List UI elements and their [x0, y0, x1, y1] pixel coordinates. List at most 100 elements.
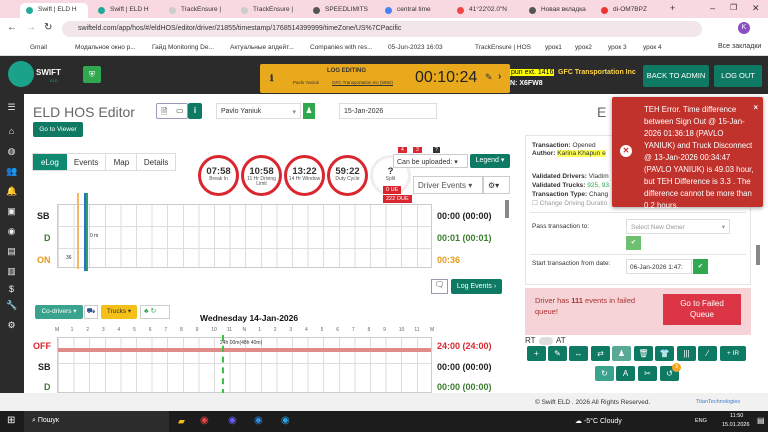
globe-icon[interactable]: ◍ — [7, 146, 16, 156]
date-input[interactable]: 15-Jan-2026 — [339, 103, 437, 119]
home-icon[interactable]: ⌂ — [8, 126, 15, 136]
text-format-icon[interactable]: A — [616, 366, 635, 381]
notifications-icon[interactable]: ▤ — [757, 416, 765, 425]
info-button[interactable]: i — [188, 103, 202, 119]
card-icon[interactable]: ▤ — [7, 246, 16, 256]
close-icon[interactable]: × — [753, 103, 758, 112]
can-upload-select[interactable]: Can be uploaded: ▾ — [393, 154, 468, 168]
browser-tab[interactable]: TrackEnsure | — [235, 3, 305, 18]
document-buttons[interactable]: 🗎 ▭ — [156, 103, 188, 119]
trash-icon[interactable]: 🗑 — [634, 346, 653, 361]
url-input[interactable]: swifteld.com/app/hos/#/eldHOS/editor/dri… — [62, 21, 702, 37]
reload-icon[interactable]: ↻ — [44, 22, 53, 33]
edit-icon[interactable]: ✎ — [485, 72, 493, 82]
tab-map[interactable]: Map — [106, 154, 138, 170]
comment-icon[interactable]: 🗨 — [431, 279, 448, 294]
browser-tab[interactable]: Swift | ELD H — [20, 3, 88, 18]
pencil-icon[interactable]: ✎ — [548, 346, 567, 361]
map-icon[interactable]: ◉ — [7, 226, 16, 236]
log-events-button[interactable]: Log Events › — [451, 279, 502, 294]
id-card-icon[interactable]: ▥ — [7, 266, 16, 276]
chevron-right-icon[interactable]: › — [498, 71, 502, 82]
person-icon[interactable]: ♟ — [612, 346, 631, 361]
resize-icon[interactable]: ↔ — [569, 346, 588, 361]
tree-refresh-buttons[interactable]: ♣ ↻ — [140, 305, 170, 319]
wrench-icon[interactable]: 🔧 — [6, 300, 18, 310]
back-icon[interactable]: ← — [7, 22, 17, 33]
users-icon[interactable]: 👥 — [6, 166, 18, 176]
rt-at-toggle[interactable] — [539, 337, 553, 345]
browser-tab[interactable]: Новая вкладка — [523, 3, 593, 18]
driver-events-select[interactable]: Driver Events ▾ — [413, 176, 483, 194]
bookmark[interactable]: Гайд Monitoring De... — [152, 44, 214, 51]
profile-avatar[interactable]: K — [738, 22, 750, 34]
browser-tab[interactable]: di-OM7BPZ — [595, 3, 665, 18]
bookmark[interactable]: TrackEnsure | HOS — [475, 44, 531, 51]
user-icon[interactable]: ♟ — [303, 103, 315, 119]
tab-events[interactable]: Events — [67, 154, 107, 170]
bookmark[interactable]: Модальное окно р... — [75, 44, 136, 51]
legend-button[interactable]: Legend ▾ — [470, 154, 510, 168]
go-to-failed-queue-button[interactable]: Go to Failed Queue — [663, 294, 741, 325]
new-tab-icon[interactable]: + — [670, 3, 676, 13]
chrome-icon[interactable]: ◉ — [200, 415, 209, 426]
all-bookmarks[interactable]: Все закладки — [718, 43, 762, 50]
browser-tab[interactable]: 41°22'02.0"N — [451, 3, 521, 18]
bookmark[interactable]: урок 3 — [608, 44, 627, 51]
close-window-icon[interactable]: ✕ — [752, 3, 760, 13]
scrollbar[interactable] — [505, 200, 509, 218]
shirt-icon[interactable]: 👕 — [655, 346, 674, 361]
browser-tab[interactable]: TrackEnsure | — [163, 3, 233, 18]
browser-tab[interactable]: SPEEDLIMITS — [307, 3, 377, 18]
log-company-link[interactable]: GFC Transportation Inc (5882) — [332, 80, 394, 85]
menu-icon[interactable]: ☰ — [7, 102, 16, 112]
confirm-owner-button[interactable]: ✔ — [626, 236, 641, 250]
file-explorer-icon[interactable]: ▰ — [178, 416, 185, 426]
back-to-admin-button[interactable]: BACK TO ADMIN — [643, 65, 709, 87]
file-icon[interactable]: 🗎 — [161, 107, 168, 116]
minimize-icon[interactable]: – — [710, 3, 716, 13]
bookmark[interactable]: Gmail — [30, 44, 47, 51]
bookmark[interactable]: Актуальные апдейт... — [230, 44, 294, 51]
start-date-input[interactable]: 06-Jan-2026 1:47: — [626, 259, 692, 274]
current-time-line[interactable] — [84, 193, 88, 271]
trucks-button[interactable]: Trucks ▾ — [101, 305, 137, 319]
gears-icon[interactable]: ⚙ — [7, 320, 16, 330]
driver-select[interactable]: Pavlo Yaniuk ▾ — [216, 103, 301, 119]
truck-icon[interactable]: ⛟ — [84, 305, 98, 319]
dollar-icon[interactable]: $ — [8, 284, 14, 294]
owner-select[interactable]: Select New Owner ▾ — [626, 219, 730, 234]
bookmark[interactable]: урок 4 — [643, 44, 662, 51]
note-icon[interactable]: ▭ — [176, 106, 184, 115]
logout-button[interactable]: LOG OUT — [714, 65, 762, 87]
confirm-start-button[interactable]: ✔ — [693, 259, 708, 274]
browser-tab[interactable]: central time — [379, 3, 449, 18]
phone-icon[interactable]: ◉ — [254, 415, 263, 426]
swap-icon[interactable]: ⇄ — [591, 346, 610, 361]
add-icon[interactable]: + — [527, 346, 546, 361]
add-ir-button[interactable]: + IR — [720, 346, 746, 361]
language-indicator[interactable]: ENG — [695, 418, 707, 424]
codrivers-button[interactable]: Co-drivers ▾ — [35, 305, 83, 319]
browser-tab[interactable]: Swift | ELD H — [92, 3, 160, 18]
taskbar-search[interactable]: ⌕ Пошук — [24, 411, 169, 432]
shield-icon[interactable]: ⛨ — [83, 66, 101, 83]
telegram-icon[interactable]: ◉ — [281, 415, 290, 426]
forward-icon[interactable]: → — [26, 22, 36, 33]
maximize-icon[interactable]: ❐ — [730, 3, 738, 12]
clock-time[interactable]: 11:50 — [730, 413, 744, 419]
contact-icon[interactable]: ▣ — [7, 206, 16, 216]
refresh-icon[interactable]: ↻ — [595, 366, 614, 381]
change-driving-checkbox[interactable]: ☐ — [532, 200, 538, 207]
scissors-icon[interactable]: ✂ — [638, 366, 657, 381]
scrollbar[interactable] — [756, 245, 760, 265]
settings-dropdown[interactable]: ⚙▾ — [483, 176, 510, 194]
columns-icon[interactable]: ||| — [677, 346, 696, 361]
tab-elog[interactable]: eLog — [33, 154, 67, 170]
bookmark[interactable]: 05-Jun-2023 16:03 — [388, 44, 443, 51]
bookmark[interactable]: урок1 — [545, 44, 562, 51]
clock-date[interactable]: 15.01.2026 — [722, 422, 750, 428]
app-icon[interactable]: ◉ — [228, 415, 237, 426]
weather-widget[interactable]: ☁ -5°C Cloudy — [575, 418, 622, 425]
tab-details[interactable]: Details — [143, 158, 169, 167]
